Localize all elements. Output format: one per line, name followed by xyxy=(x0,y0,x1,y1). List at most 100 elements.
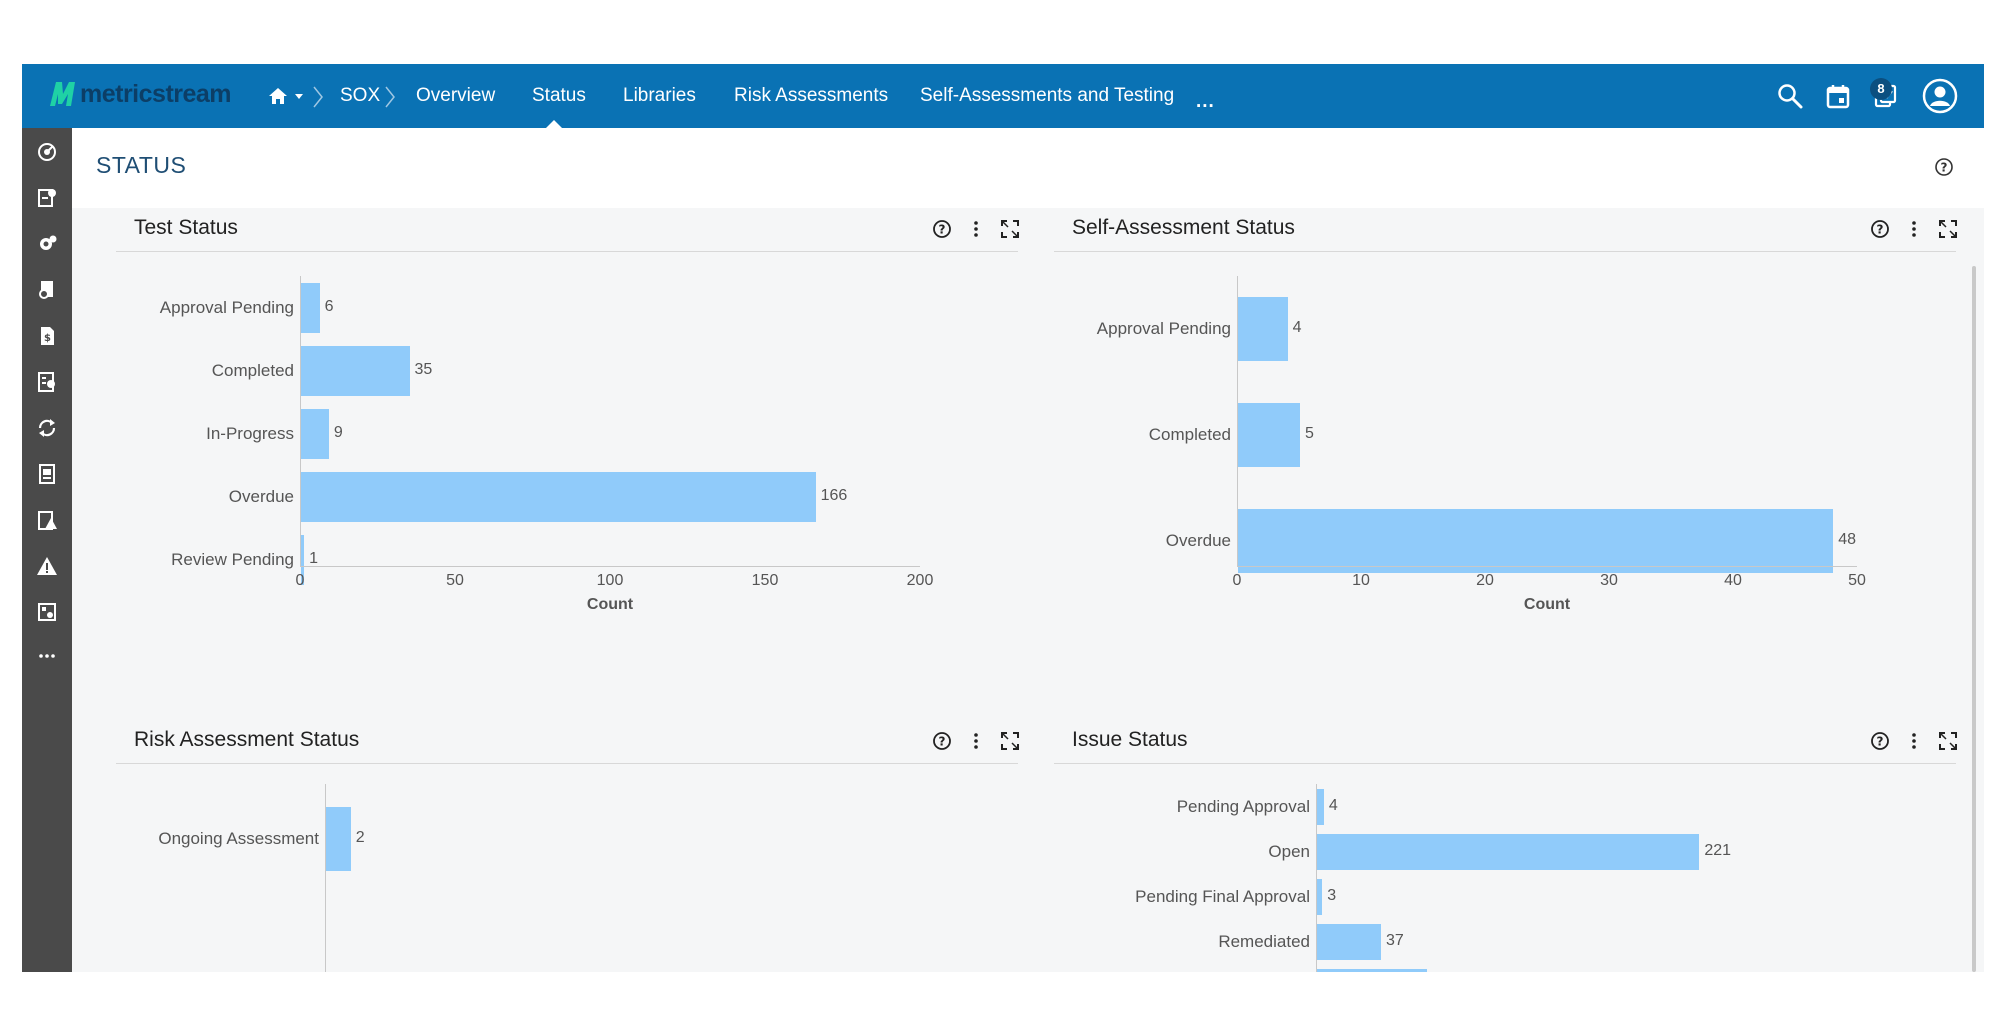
warning-icon[interactable] xyxy=(35,554,59,578)
expand-icon[interactable] xyxy=(1000,731,1020,751)
self-assessment-status-panel: Self-Assessment Status ? Approval Pendin… xyxy=(1054,208,1958,648)
x-axis-line xyxy=(300,566,920,567)
breadcrumb-separator-icon xyxy=(313,86,323,108)
help-icon[interactable]: ? xyxy=(1934,157,1954,177)
category-label: Completed xyxy=(211,360,294,380)
help-icon[interactable]: ? xyxy=(932,731,952,751)
x-tick-label: 20 xyxy=(1476,572,1494,589)
x-axis-title: Count xyxy=(586,596,634,613)
bar[interactable] xyxy=(1317,968,1427,972)
nav-tab-risk-assessments[interactable]: Risk Assessments xyxy=(734,85,889,106)
bar[interactable] xyxy=(301,408,329,459)
more-horizontal-icon[interactable] xyxy=(35,644,59,668)
breadcrumb-separator-icon xyxy=(385,86,395,108)
category-label: Completed xyxy=(1148,425,1231,444)
data-label: 221 xyxy=(1704,841,1732,859)
refresh-cycle-icon[interactable] xyxy=(35,416,59,440)
bar[interactable] xyxy=(326,807,351,871)
nav-tab-overview[interactable]: Overview xyxy=(416,85,496,106)
more-vertical-icon[interactable] xyxy=(966,731,986,751)
panel-toolbar: ? xyxy=(932,731,1020,751)
nav-tab-status[interactable]: Status xyxy=(532,85,586,106)
data-label: 2 xyxy=(355,829,365,846)
expand-icon[interactable] xyxy=(1938,731,1958,751)
calendar-icon[interactable] xyxy=(1824,82,1852,110)
expand-icon[interactable] xyxy=(1938,219,1958,239)
category-label: Remediated xyxy=(1218,931,1310,951)
bar[interactable] xyxy=(1317,788,1324,825)
x-tick-label: 200 xyxy=(906,572,934,589)
svg-text:$: $ xyxy=(44,333,51,344)
category-label: Ongoing Assessment xyxy=(158,829,319,848)
bar[interactable] xyxy=(301,471,816,522)
bar[interactable] xyxy=(1317,923,1381,960)
bar[interactable] xyxy=(301,345,410,396)
test-status-panel: Test Status ? Approval Pending 6 Completed… xyxy=(116,208,1020,648)
more-vertical-icon[interactable] xyxy=(1904,219,1924,239)
report-icon[interactable] xyxy=(35,462,59,486)
category-label: In-Progress xyxy=(206,423,294,443)
bar[interactable] xyxy=(301,282,320,333)
test-status-chart: Approval Pending 6 Completed 35 In-Progress 9… xyxy=(116,252,1018,648)
category-label: Review Pending xyxy=(171,549,294,569)
calculator-icon[interactable] xyxy=(35,600,59,624)
bar[interactable] xyxy=(1238,403,1300,467)
active-tab-indicator xyxy=(545,120,563,129)
panel-toolbar: ? xyxy=(1870,219,1958,239)
search-icon[interactable] xyxy=(1776,82,1804,110)
panel-title: Self-Assessment Status xyxy=(1072,216,1295,239)
breadcrumb-sox[interactable]: SOX xyxy=(340,85,381,106)
home-icon[interactable] xyxy=(267,86,289,106)
metricstream-logo-icon xyxy=(50,82,75,106)
more-vertical-icon[interactable] xyxy=(966,219,986,239)
user-avatar-icon[interactable] xyxy=(1922,78,1958,114)
document-dollar-icon[interactable]: $ xyxy=(35,324,59,348)
panel-toolbar: ? xyxy=(1870,731,1958,751)
help-icon[interactable]: ? xyxy=(1870,219,1890,239)
category-label: Overdue xyxy=(228,486,294,506)
clipboard-warning-icon[interactable] xyxy=(35,508,59,532)
risk-assessment-status-panel: Risk Assessment Status ? Ongoing Assessm… xyxy=(116,720,1020,972)
x-tick-label: 50 xyxy=(446,572,464,589)
page-title: STATUS xyxy=(96,152,187,178)
nav-more-button[interactable]: ... xyxy=(1196,91,1215,112)
document-settings-icon[interactable] xyxy=(35,186,59,210)
svg-text:?: ? xyxy=(1877,735,1884,749)
panel-title: Issue Status xyxy=(1072,728,1188,751)
page-header: STATUS ? xyxy=(72,128,1984,208)
bar[interactable] xyxy=(301,534,305,585)
svg-text:?: ? xyxy=(939,223,946,237)
app-window: metricstream SOX Overview Status Librari… xyxy=(22,64,1984,972)
gear-check-icon[interactable] xyxy=(35,232,59,256)
expand-icon[interactable] xyxy=(1000,219,1020,239)
document-search-icon[interactable] xyxy=(35,278,59,302)
y-axis-line xyxy=(1237,276,1238,566)
data-label: 48 xyxy=(1838,531,1856,548)
data-label: 166 xyxy=(820,486,848,504)
help-icon[interactable]: ? xyxy=(932,219,952,239)
bar[interactable] xyxy=(1238,509,1834,573)
top-navigation-bar: metricstream SOX Overview Status Librari… xyxy=(22,64,1984,129)
help-icon[interactable]: ? xyxy=(1870,731,1890,751)
bar[interactable] xyxy=(1238,297,1288,361)
brand-logo[interactable]: metricstream xyxy=(48,78,232,110)
x-axis-title: Count xyxy=(1523,596,1571,613)
category-label: Pending Final Approval xyxy=(1135,886,1310,906)
data-label: 37 xyxy=(1386,931,1404,949)
x-tick-label: 50 xyxy=(1848,572,1866,589)
risk-assessment-status-chart: Ongoing Assessment 2 xyxy=(116,764,1018,972)
more-vertical-icon[interactable] xyxy=(1904,731,1924,751)
chevron-down-icon[interactable] xyxy=(294,93,304,101)
checklist-icon[interactable] xyxy=(35,370,59,394)
nav-tab-self-assessments-and-testing[interactable]: Self-Assessments and Testing xyxy=(920,85,1175,106)
category-label: Approval Pending xyxy=(1096,319,1231,338)
y-axis-line xyxy=(325,784,326,972)
x-tick-label: 10 xyxy=(1352,572,1370,589)
vertical-scrollbar[interactable] xyxy=(1972,266,1976,972)
nav-tab-libraries[interactable]: Libraries xyxy=(623,85,696,106)
panel-toolbar: ? xyxy=(932,219,1020,239)
bar[interactable] xyxy=(1317,878,1323,915)
y-axis-line xyxy=(1316,784,1317,972)
dashboard-icon[interactable] xyxy=(35,140,59,164)
bar[interactable] xyxy=(1317,833,1700,870)
